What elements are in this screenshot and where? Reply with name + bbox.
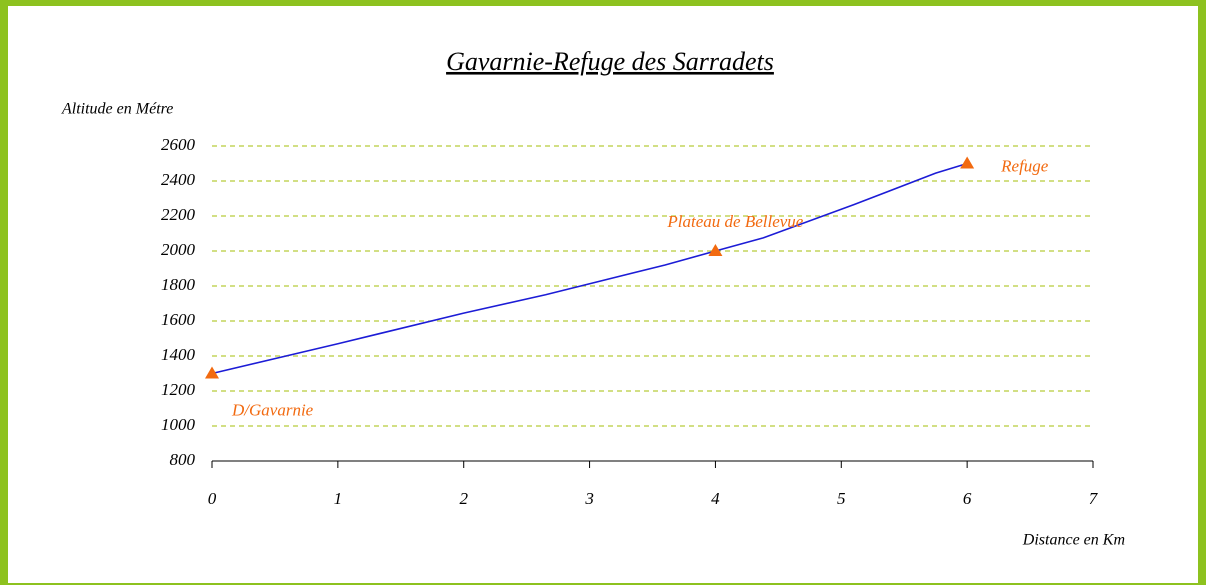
y-tick-label: 1800 — [161, 275, 196, 294]
marker — [960, 156, 975, 169]
y-tick-label: 2600 — [161, 135, 196, 154]
x-tick-label: 6 — [963, 489, 972, 508]
x-tick-label: 0 — [208, 489, 217, 508]
y-tick-label: 1000 — [161, 415, 196, 434]
x-tick-label: 1 — [334, 489, 343, 508]
line — [211, 162, 968, 375]
x-tick-label: 5 — [837, 489, 846, 508]
x-tick-label: 4 — [711, 489, 720, 508]
y-tick-label: 2000 — [161, 240, 196, 259]
annotation: D/Gavarnie — [231, 400, 314, 419]
y-tick-label: 1200 — [161, 380, 196, 399]
marker — [708, 244, 723, 256]
y-tick-label: 800 — [170, 450, 196, 469]
y-axis-label: Altitude en Métre — [61, 101, 173, 118]
y-tick-label: 2200 — [161, 205, 196, 224]
x-tick-label: 7 — [1089, 489, 1099, 508]
annotation: Refuge — [1000, 156, 1049, 175]
y-tick-label: 1400 — [161, 345, 196, 364]
x-tick-label: 2 — [459, 489, 468, 508]
marker — [205, 366, 219, 379]
annotation: Plateau de Bellevue — [666, 212, 803, 231]
y-tick-label: 2400 — [161, 170, 196, 189]
chart-title: Gavarnie-Refuge des Sarradets — [446, 47, 774, 76]
x-axis-label: Distance en Km — [1022, 532, 1125, 549]
x-tick-label: 3 — [584, 489, 594, 508]
y-tick-label: 1600 — [161, 310, 196, 329]
